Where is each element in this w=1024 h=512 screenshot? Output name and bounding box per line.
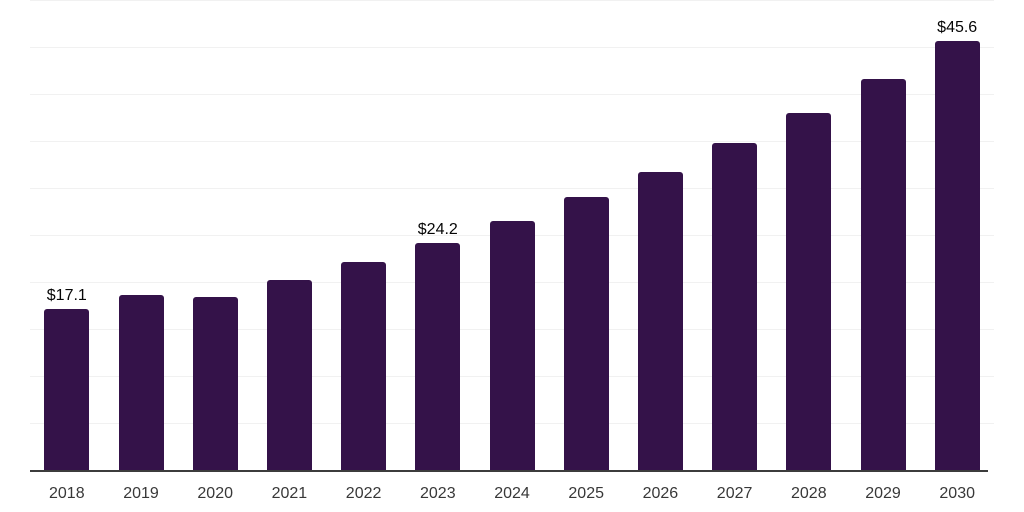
bar-value-label-2030: $45.6 [937,19,978,37]
bar-2018 [44,309,90,470]
x-tick-label-2022: 2022 [345,485,382,502]
x-tick-label-2025: 2025 [568,485,604,502]
gridline [30,46,994,48]
bar-value-label-2018: $17.1 [46,287,87,305]
bar-2028 [786,112,832,470]
bar-2022 [341,262,387,470]
bar-2029 [860,78,906,470]
gridline [30,93,994,95]
gridline [30,0,994,1]
bar-2020 [192,297,238,470]
bar-2025 [563,197,609,470]
x-axis-line [30,470,988,472]
x-tick-label-2024: 2024 [494,485,530,502]
x-tick-label-2019: 2019 [123,485,159,502]
bar-2024 [489,220,535,470]
x-tick-label-2026: 2026 [642,485,679,502]
x-tick-label-2023: 2023 [420,485,456,502]
x-tick-label-2030: 2030 [939,485,975,502]
bar-2023 [415,242,461,470]
x-tick-label-2020: 2020 [197,485,233,502]
gridline [30,140,994,142]
bar-value-label-2023: $24.2 [417,220,458,238]
gridline [30,187,994,189]
bar-2019 [118,295,164,470]
bar-2021 [266,280,312,470]
x-tick-label-2029: 2029 [865,485,901,502]
x-tick-label-2028: 2028 [791,485,827,502]
bar-2030 [934,41,980,470]
x-tick-label-2018: 2018 [49,485,85,502]
x-tick-label-2021: 2021 [271,485,308,502]
x-tick-label-2027: 2027 [716,485,753,502]
bar-2026 [637,172,683,470]
bar-2027 [712,142,758,470]
